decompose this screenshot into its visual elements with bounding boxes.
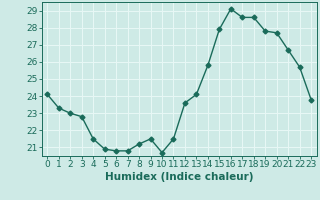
- X-axis label: Humidex (Indice chaleur): Humidex (Indice chaleur): [105, 172, 253, 182]
